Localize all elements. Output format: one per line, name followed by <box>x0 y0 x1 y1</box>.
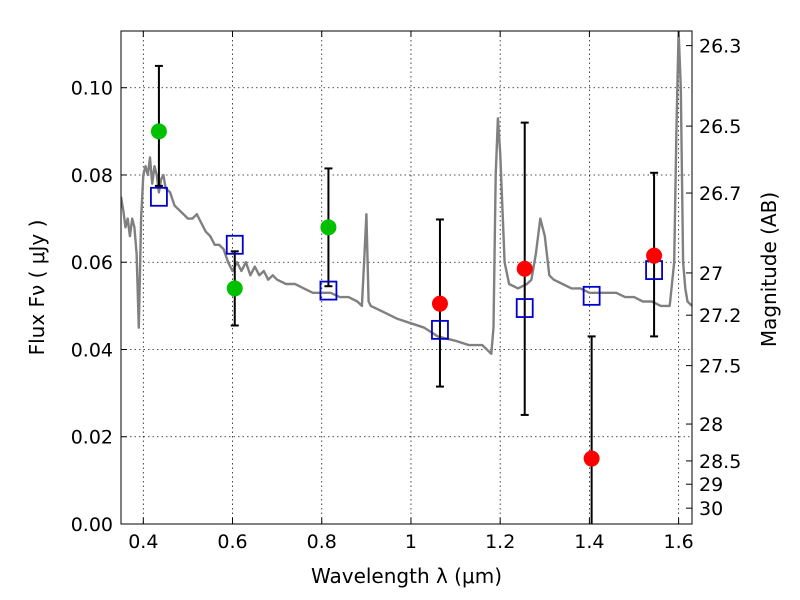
model-photometry-square <box>225 234 244 255</box>
model-photometry-square <box>582 285 601 306</box>
y2-tick-label: 28 <box>699 414 723 436</box>
y-tick-label: 0.08 <box>71 165 113 187</box>
green-data-point <box>226 280 243 297</box>
red-data-point <box>431 295 448 312</box>
y-axis-label: Flux Fν ( μJy ) <box>25 220 49 356</box>
plot-frame <box>120 30 693 525</box>
x-tick-label: 1.2 <box>485 531 515 553</box>
y2-tick-label: 26.3 <box>699 36 741 58</box>
y2-tick-label: 26.7 <box>699 183 741 205</box>
y2-tick-label: 29 <box>699 474 723 496</box>
model-photometry-square <box>515 298 534 318</box>
plot-area <box>121 31 692 524</box>
red-data-point <box>583 450 600 467</box>
green-data-point <box>150 123 167 140</box>
y-tick-label: 0.02 <box>71 427 113 449</box>
y2-tick-label: 28.5 <box>699 451 741 473</box>
y2-tick-label: 26.5 <box>699 116 741 138</box>
x-tick-label: 1.4 <box>574 531 604 553</box>
model-photometry-square <box>319 280 338 301</box>
red-data-point <box>646 247 663 264</box>
model-photometry-square <box>150 186 168 207</box>
y-tick-label: 0.06 <box>71 252 113 274</box>
x-tick-label: 1.6 <box>664 531 694 553</box>
green-data-point <box>320 219 337 236</box>
y2-tick-label: 30 <box>699 498 723 520</box>
y-tick-label: 0.04 <box>71 339 113 361</box>
y-tick-label: 0.00 <box>71 514 113 536</box>
y2-tick-label: 27.5 <box>699 356 741 378</box>
x-tick-label: 0.8 <box>307 531 337 553</box>
model-spectrum-line <box>121 31 692 355</box>
axis-ticks: 0.4 0.6 0.8 1 1.2 1.4 1.6 0.00 0.02 0.04 0.06 0.08 0… <box>71 31 741 553</box>
red-data-point <box>516 260 533 277</box>
model-photometry-square <box>431 319 449 340</box>
y2-tick-label: 27 <box>699 263 723 285</box>
y2-axis-label: Magnitude (AB) <box>757 192 781 347</box>
y2-tick-label: 27.2 <box>699 305 741 327</box>
y-tick-label: 0.10 <box>71 78 113 100</box>
x-tick-label: 0.6 <box>217 531 247 553</box>
grid-lines <box>121 31 692 524</box>
x-tick-label: 0.4 <box>128 531 158 553</box>
x-tick-label: 1 <box>405 531 417 553</box>
x-axis-label: Wavelength λ (μm) <box>311 564 502 588</box>
